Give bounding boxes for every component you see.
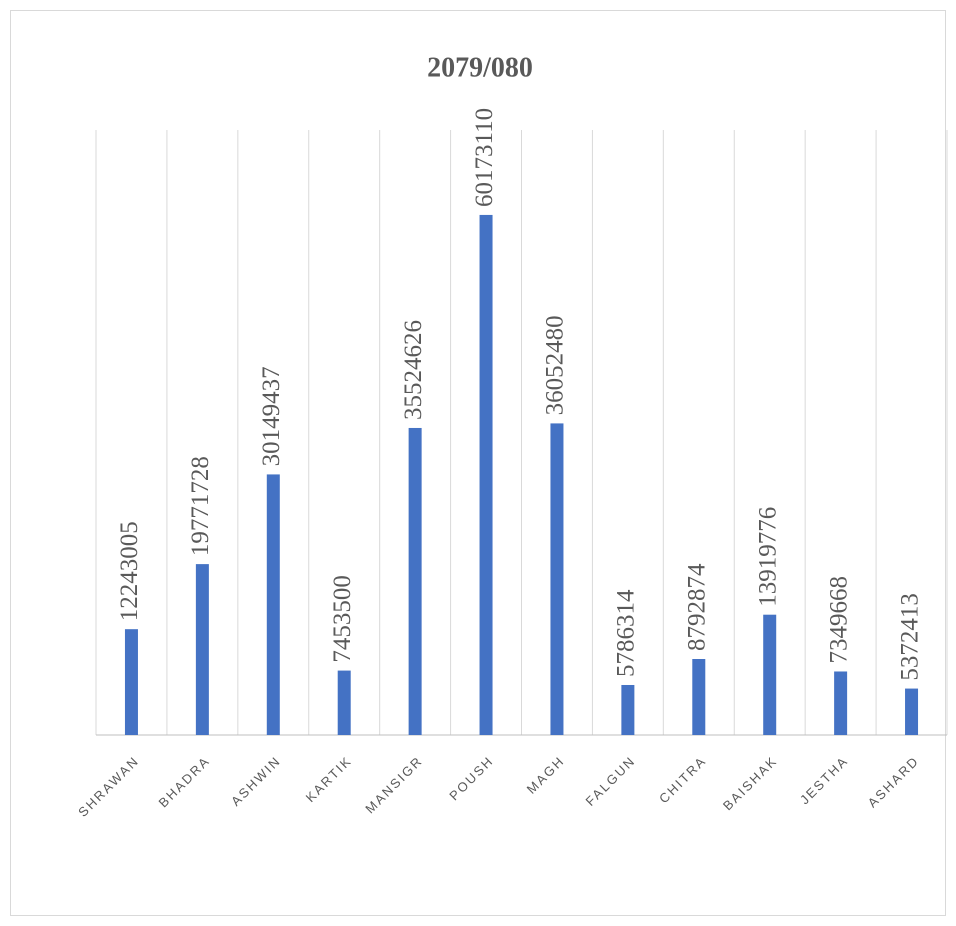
bar [834, 671, 848, 735]
data-label: 12243005 [116, 521, 143, 621]
bar [692, 659, 706, 735]
data-label: 30149437 [258, 366, 285, 466]
data-label: 7453500 [329, 575, 356, 663]
bar [550, 423, 564, 735]
data-label: 7349668 [825, 576, 852, 664]
data-label: 13919776 [754, 507, 781, 607]
data-label: 60173110 [471, 108, 498, 207]
chart-frame [10, 10, 946, 916]
bar [905, 688, 919, 735]
data-label: 5372413 [896, 593, 923, 681]
bar [337, 670, 351, 735]
data-label: 36052480 [542, 315, 569, 415]
bar [408, 427, 422, 735]
bar [195, 564, 209, 735]
data-label: 35524626 [400, 320, 427, 420]
data-label: 5786314 [613, 589, 640, 677]
chart-title: 2079/080 [427, 52, 533, 83]
bar [124, 629, 138, 735]
data-label: 8792874 [684, 563, 711, 651]
data-label: 19771728 [187, 456, 214, 556]
bar [479, 214, 493, 736]
bar [621, 684, 635, 735]
bar [763, 614, 777, 735]
bar [266, 474, 280, 735]
